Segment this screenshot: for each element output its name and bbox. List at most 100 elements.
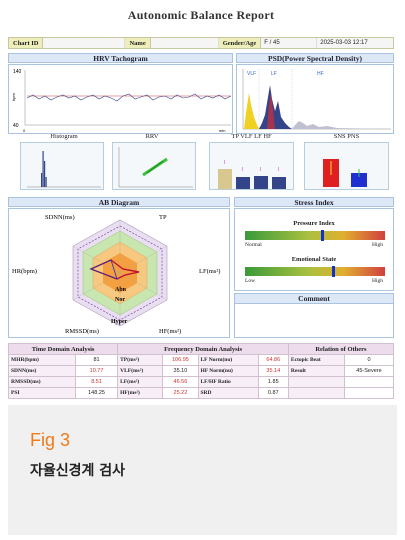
svg-text:I: I bbox=[224, 160, 225, 166]
table-key: VLF(ms²) bbox=[117, 365, 164, 377]
histogram-bar-1 bbox=[41, 173, 43, 187]
datetime-value: 2025-03-03 12:17 bbox=[317, 38, 393, 48]
age-value: 45 bbox=[272, 40, 280, 46]
pressure-index-bar bbox=[245, 230, 385, 241]
table-value: 35.14 bbox=[257, 365, 289, 377]
table-key: SDNN(ms) bbox=[8, 365, 76, 377]
table-value: 46.56 bbox=[162, 376, 199, 388]
figure-number: Fig 3 bbox=[30, 430, 71, 450]
tachogram-x-start: 0 bbox=[23, 128, 26, 133]
bands-svg: I I I I bbox=[218, 160, 286, 189]
name-value[interactable] bbox=[150, 38, 219, 48]
stress-index-title: Stress Index bbox=[234, 197, 394, 207]
ab-label-rmssd: RMSSD(ms) bbox=[65, 328, 99, 335]
table-value: 1.85 bbox=[257, 376, 289, 388]
histogram-bar-4 bbox=[45, 177, 47, 187]
emotional-state-label: Emotional State bbox=[291, 256, 337, 263]
patient-info-row: Chart ID Name Gender/Age F / 45 2025-03-… bbox=[8, 37, 394, 49]
tachogram-svg: 140 40 bpm 0 min bbox=[11, 69, 232, 133]
table-value: 8.51 bbox=[74, 376, 119, 388]
psd-vlf-area bbox=[244, 93, 259, 129]
emotional-state-marker bbox=[331, 266, 335, 277]
table-key: LF Norm(nu) bbox=[197, 354, 259, 366]
analysis-table-header: Time Domain Analysis Frequency Domain An… bbox=[7, 343, 395, 355]
table-value: 0.87 bbox=[257, 387, 289, 399]
sns-pns-svg bbox=[323, 159, 367, 187]
rrv-svg bbox=[118, 147, 193, 188]
emotional-low-label: Low bbox=[245, 278, 256, 284]
tachogram-plot: 140 40 bpm 0 min bbox=[8, 64, 233, 134]
ab-label-nor: Nor bbox=[115, 297, 125, 303]
psd-band-hf: HF bbox=[317, 71, 324, 77]
table-value bbox=[343, 376, 395, 388]
tachogram-y-top: 140 bbox=[13, 69, 22, 75]
tachogram-y-bottom: 40 bbox=[13, 123, 19, 129]
bands-title: TP VLF LF HF bbox=[231, 133, 272, 140]
relation-header: Relation of Others bbox=[287, 343, 395, 355]
table-value: 106.95 bbox=[162, 354, 199, 366]
pressure-high-label: High bbox=[372, 242, 383, 248]
table-key: HF(ms²) bbox=[117, 387, 164, 399]
psd-lf-peak bbox=[267, 93, 275, 129]
pns-bar bbox=[351, 173, 367, 187]
time-domain-header: Time Domain Analysis bbox=[7, 343, 119, 355]
table-value: 10.77 bbox=[74, 365, 119, 377]
figure-caption: 자율신경계 검사 bbox=[30, 463, 126, 479]
table-key: TP(ms²) bbox=[117, 354, 164, 366]
psd-band-vlf: VLF bbox=[247, 71, 256, 77]
svg-text:I: I bbox=[278, 167, 279, 173]
band-bar-vlf bbox=[236, 177, 250, 189]
ab-label-abn: Abn bbox=[115, 287, 127, 293]
chart-id-label: Chart ID bbox=[9, 38, 44, 48]
table-value: 35.10 bbox=[162, 365, 199, 377]
ab-label-hf: HF(ms²) bbox=[159, 328, 181, 335]
histogram-chart bbox=[20, 142, 104, 190]
ab-diagram-svg: SDNN(ms) TP HR(bpm) LF(ms²) RMSSD(ms) HF… bbox=[12, 214, 220, 335]
psd-svg: VLF LF HF bbox=[242, 69, 391, 130]
report-title: Autonomic Balance Report bbox=[127, 8, 275, 22]
table-value: 0 bbox=[343, 354, 395, 366]
psd-plot: VLF LF HF bbox=[236, 64, 394, 134]
analysis-table: Time Domain Analysis Frequency Domain An… bbox=[7, 343, 395, 399]
ab-label-lf: LF(ms²) bbox=[199, 268, 220, 275]
freq-domain-header: Frequency Domain Analysis bbox=[117, 343, 289, 355]
ab-label-sdnn: SDNN(ms) bbox=[45, 214, 75, 221]
histogram-svg bbox=[27, 151, 101, 188]
table-key: SRD bbox=[197, 387, 259, 399]
rrv-chart bbox=[112, 142, 196, 190]
ab-label-hyper: Hyper bbox=[111, 319, 128, 325]
pressure-index-label: Pressure Index bbox=[293, 220, 335, 227]
svg-text:I: I bbox=[260, 167, 261, 173]
tachogram-title: HRV Tachogram bbox=[8, 53, 233, 63]
rrv-title: RRV bbox=[145, 133, 159, 140]
report: Autonomic Balance Report Chart ID Name G… bbox=[4, 0, 398, 405]
sns-pns-chart bbox=[304, 142, 389, 190]
sns-pns-title: SNS PNS bbox=[333, 133, 360, 140]
chart-id-value[interactable] bbox=[43, 38, 126, 48]
svg-text:I: I bbox=[242, 167, 243, 173]
table-key: Ectopic Beat bbox=[287, 354, 345, 366]
tachogram-y-unit: bpm bbox=[11, 93, 16, 101]
table-key: LF(ms²) bbox=[117, 376, 164, 388]
table-key bbox=[287, 376, 345, 388]
emotional-high-label: High bbox=[372, 278, 383, 284]
table-key: RMSSD(ms) bbox=[8, 376, 76, 388]
table-key: MHR(bpm) bbox=[8, 354, 76, 366]
table-value: 148.25 bbox=[74, 387, 119, 399]
band-bar-lf bbox=[254, 176, 268, 189]
band-bar-hf bbox=[272, 177, 286, 189]
gender-age-label: Gender/Age bbox=[218, 38, 262, 48]
table-value bbox=[343, 387, 395, 399]
ab-patient-blue bbox=[90, 259, 118, 280]
histogram-bar-2 bbox=[42, 151, 44, 187]
name-label: Name bbox=[125, 38, 151, 48]
table-value: 45-Severe bbox=[343, 365, 395, 377]
gender-value: F bbox=[264, 40, 268, 46]
table-row: SDNN(ms) 10.77 VLF(ms²) 35.10 HF Norm(nu… bbox=[8, 365, 395, 377]
pressure-normal-label: Normal bbox=[245, 242, 262, 248]
band-bar-tp bbox=[218, 169, 232, 189]
comment-title: Comment bbox=[235, 294, 393, 304]
psd-hf-area bbox=[292, 121, 391, 129]
table-key bbox=[287, 387, 345, 399]
table-value: 81 bbox=[74, 354, 119, 366]
